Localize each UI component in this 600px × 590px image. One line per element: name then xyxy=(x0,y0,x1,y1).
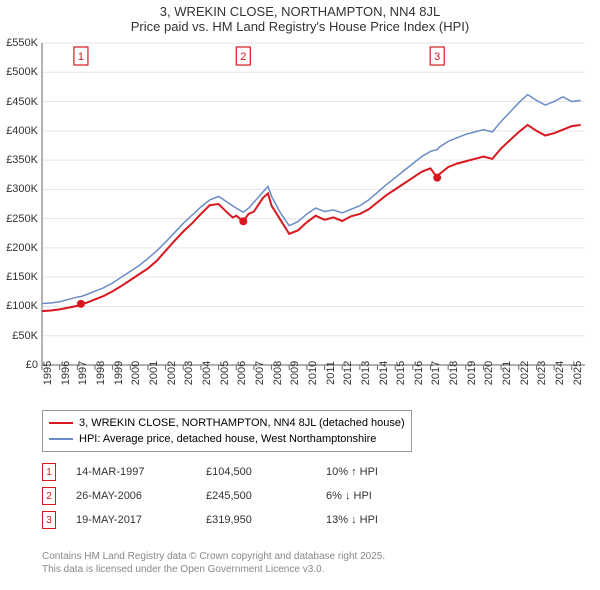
x-tick-label: 2019 xyxy=(466,361,478,385)
y-tick-label: £50K xyxy=(0,330,38,342)
sale-date: 14-MAR-1997 xyxy=(76,466,186,478)
table-row: 1 14-MAR-1997 £104,500 10% ↑ HPI xyxy=(42,460,378,484)
footnote-line1: Contains HM Land Registry data © Crown c… xyxy=(42,551,385,562)
y-tick-label: £400K xyxy=(0,125,38,137)
x-tick-label: 2020 xyxy=(483,361,495,385)
x-tick-label: 1996 xyxy=(60,361,72,385)
sale-marker-badge: 3 xyxy=(42,511,56,529)
x-tick-label: 2017 xyxy=(430,361,442,385)
x-tick-label: 2012 xyxy=(342,361,354,385)
x-tick-label: 2002 xyxy=(166,361,178,385)
table-row: 3 19-MAY-2017 £319,950 13% ↓ HPI xyxy=(42,508,378,532)
x-tick-label: 2010 xyxy=(307,361,319,385)
y-tick-label: £0 xyxy=(0,359,38,371)
x-tick-label: 2024 xyxy=(554,361,566,385)
footnote: Contains HM Land Registry data © Crown c… xyxy=(42,550,385,576)
x-tick-label: 2000 xyxy=(130,361,142,385)
legend-swatch xyxy=(49,422,73,424)
svg-text:3: 3 xyxy=(434,51,440,63)
y-tick-label: £200K xyxy=(0,242,38,254)
sale-delta: 13% ↓ HPI xyxy=(326,514,378,526)
x-tick-label: 2008 xyxy=(272,361,284,385)
sale-delta: 10% ↑ HPI xyxy=(326,466,378,478)
y-tick-label: £500K xyxy=(0,66,38,78)
x-tick-label: 2009 xyxy=(289,361,301,385)
y-tick-label: £550K xyxy=(0,37,38,49)
chart-plot: 1 2 3 xyxy=(42,43,585,365)
x-tick-label: 2023 xyxy=(536,361,548,385)
y-tick-label: £150K xyxy=(0,271,38,283)
y-tick-label: £450K xyxy=(0,96,38,108)
x-tick-label: 1995 xyxy=(42,361,54,385)
sale-marker-badge: 1 xyxy=(42,463,56,481)
sale-date: 26-MAY-2006 xyxy=(76,490,186,502)
x-tick-label: 2015 xyxy=(395,361,407,385)
legend-label: 3, WREKIN CLOSE, NORTHAMPTON, NN4 8JL (d… xyxy=(79,417,405,429)
x-tick-label: 1997 xyxy=(77,361,89,385)
x-tick-label: 2007 xyxy=(254,361,266,385)
x-tick-label: 2021 xyxy=(501,361,513,385)
sale-price: £319,950 xyxy=(206,514,306,526)
x-tick-label: 2025 xyxy=(572,361,584,385)
x-tick-label: 2022 xyxy=(519,361,531,385)
sale-marker-badge: 2 xyxy=(42,487,56,505)
y-tick-label: £250K xyxy=(0,213,38,225)
x-tick-label: 2016 xyxy=(413,361,425,385)
legend-item: HPI: Average price, detached house, West… xyxy=(49,431,405,447)
legend-swatch xyxy=(49,438,73,440)
x-tick-label: 2006 xyxy=(236,361,248,385)
x-tick-label: 2001 xyxy=(148,361,160,385)
sale-date: 19-MAY-2017 xyxy=(76,514,186,526)
y-tick-label: £100K xyxy=(0,300,38,312)
chart-title-line1: 3, WREKIN CLOSE, NORTHAMPTON, NN4 8JL xyxy=(0,0,600,19)
x-tick-label: 2014 xyxy=(378,361,390,385)
x-tick-label: 2013 xyxy=(360,361,372,385)
y-tick-label: £350K xyxy=(0,154,38,166)
x-tick-label: 2005 xyxy=(219,361,231,385)
x-tick-label: 2018 xyxy=(448,361,460,385)
x-tick-label: 2011 xyxy=(325,361,337,385)
footnote-line2: This data is licensed under the Open Gov… xyxy=(42,564,324,575)
x-tick-label: 1999 xyxy=(113,361,125,385)
y-tick-label: £300K xyxy=(0,183,38,195)
sale-price: £245,500 xyxy=(206,490,306,502)
chart-title-line2: Price paid vs. HM Land Registry's House … xyxy=(0,19,600,34)
sale-delta: 6% ↓ HPI xyxy=(326,490,372,502)
x-tick-label: 1998 xyxy=(95,361,107,385)
legend: 3, WREKIN CLOSE, NORTHAMPTON, NN4 8JL (d… xyxy=(42,410,412,452)
svg-text:1: 1 xyxy=(78,51,84,63)
table-row: 2 26-MAY-2006 £245,500 6% ↓ HPI xyxy=(42,484,378,508)
x-tick-label: 2004 xyxy=(201,361,213,385)
svg-text:2: 2 xyxy=(240,51,246,63)
sale-price: £104,500 xyxy=(206,466,306,478)
sales-table: 1 14-MAR-1997 £104,500 10% ↑ HPI 2 26-MAY-200… xyxy=(42,460,378,532)
legend-label: HPI: Average price, detached house, West… xyxy=(79,433,376,445)
chart-container: 3, WREKIN CLOSE, NORTHAMPTON, NN4 8JL Pr… xyxy=(0,0,600,590)
x-tick-label: 2003 xyxy=(183,361,195,385)
legend-item: 3, WREKIN CLOSE, NORTHAMPTON, NN4 8JL (d… xyxy=(49,415,405,431)
